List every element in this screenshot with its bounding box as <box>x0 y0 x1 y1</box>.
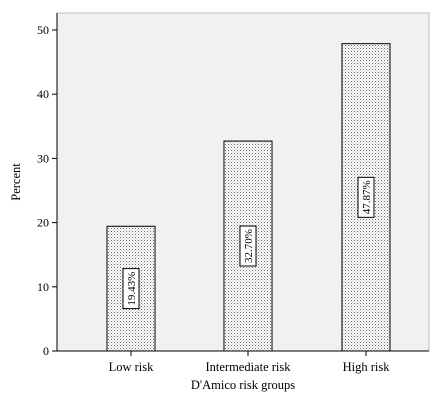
y-tick-label: 20 <box>37 216 49 230</box>
y-tick-label: 50 <box>37 23 49 37</box>
y-tick-label: 30 <box>37 151 49 165</box>
data-label: 32.70% <box>243 229 255 263</box>
y-tick-label: 10 <box>37 280 49 294</box>
x-tick-label: High risk <box>343 360 391 374</box>
y-tick-label: 0 <box>43 344 49 358</box>
data-label-group: 32.70% <box>239 225 257 267</box>
x-axis-title: D'Amico risk groups <box>191 378 295 392</box>
y-axis-ticks: 0 10 20 30 40 50 <box>37 23 57 358</box>
data-label: 47.87% <box>361 180 373 214</box>
data-label-box <box>122 268 140 310</box>
data-label-box <box>239 225 257 267</box>
x-tick-label: Low risk <box>109 360 155 374</box>
data-label-box <box>357 176 375 218</box>
data-labels-group: 19.43% 32.70% 47.87% <box>122 176 375 310</box>
y-axis-title: Percent <box>9 163 23 201</box>
data-label-group: 47.87% <box>357 176 375 218</box>
x-tick-label: Intermediate risk <box>205 360 291 374</box>
y-tick-label: 40 <box>37 87 49 101</box>
x-axis-ticks: Low risk Intermediate risk High risk <box>109 351 391 374</box>
data-label: 19.43% <box>126 272 138 306</box>
data-label-group: 19.43% <box>122 268 140 310</box>
